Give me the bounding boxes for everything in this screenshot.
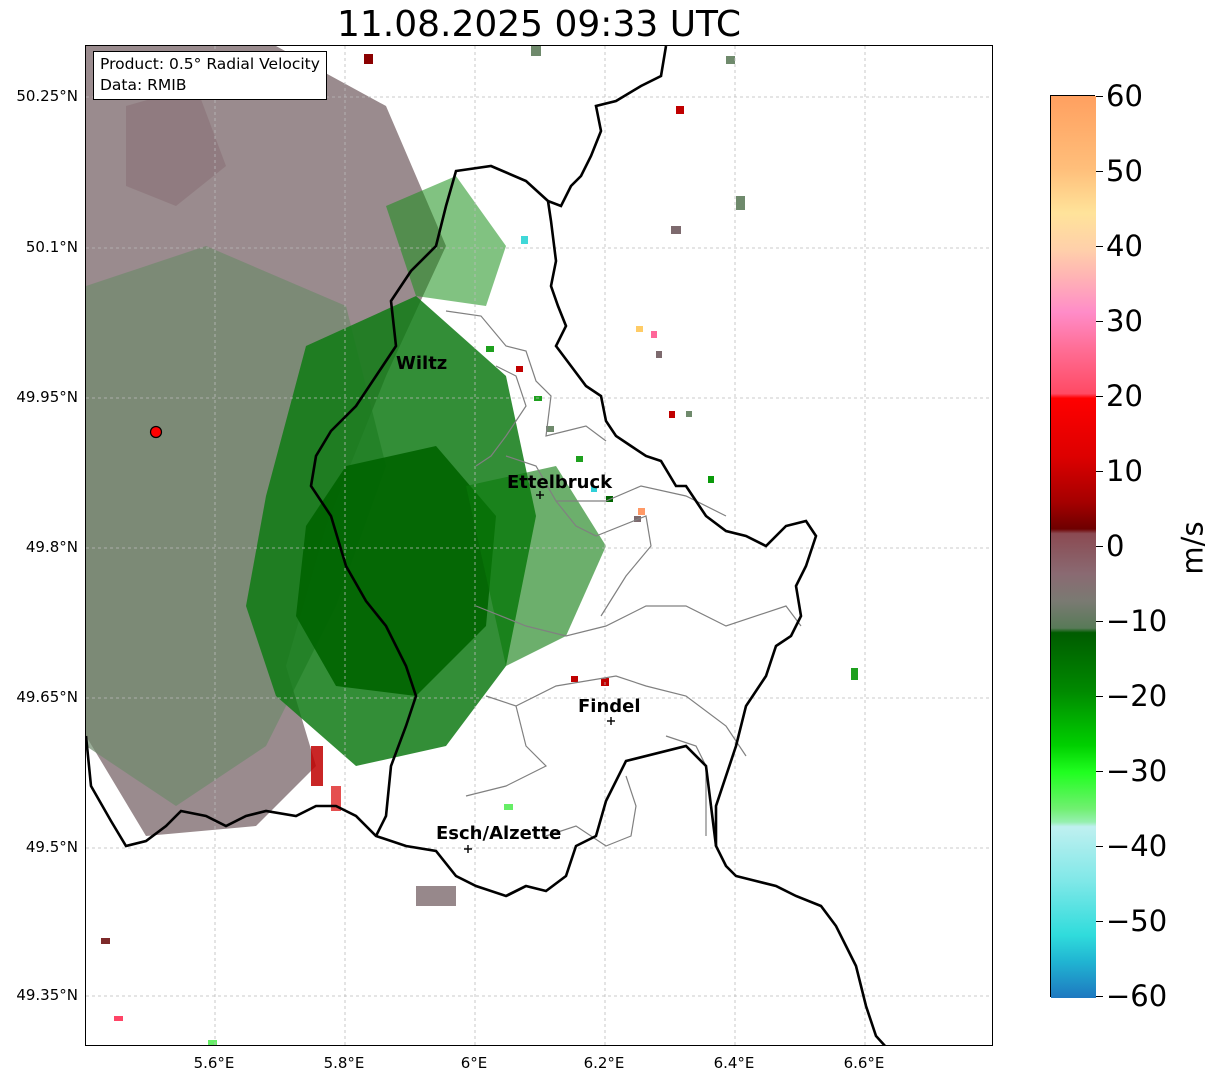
radar-map[interactable]: Wiltz Ettelbruck Findel Esch/Alzette xyxy=(85,45,993,1046)
lat-tick-label: 49.95°N xyxy=(16,388,78,406)
map-canvas: Wiltz Ettelbruck Findel Esch/Alzette xyxy=(86,46,992,1045)
city-label-findel: Findel xyxy=(578,696,641,717)
product-label: Product: 0.5° Radial Velocity xyxy=(100,55,320,73)
colorbar-unit-label: m/s xyxy=(1175,521,1207,575)
colorbar-tick-label: 60 xyxy=(1106,79,1143,113)
colorbar-tick-label: −20 xyxy=(1106,679,1168,713)
lon-tick-label: 6.6°E xyxy=(843,1054,885,1072)
colorbar-tick-label: 20 xyxy=(1106,379,1143,413)
city-label-esch: Esch/Alzette xyxy=(436,823,561,844)
lat-tick-label: 49.5°N xyxy=(25,838,78,856)
data-source-label: Data: RMIB xyxy=(100,76,187,94)
canton-borders xyxy=(445,310,802,847)
colorbar-tick-label: 0 xyxy=(1106,529,1125,563)
colorbar-tick-label: 40 xyxy=(1106,229,1143,263)
city-label-wiltz: Wiltz xyxy=(396,353,447,374)
radar-echoes xyxy=(86,46,858,1045)
colorbar-tick-label: −10 xyxy=(1106,604,1168,638)
city-labels: Wiltz Ettelbruck Findel Esch/Alzette xyxy=(396,353,641,853)
colorbar-tick-label: −50 xyxy=(1106,904,1168,938)
city-label-ettelbruck: Ettelbruck xyxy=(507,472,613,493)
lon-tick-label: 5.6°E xyxy=(193,1054,235,1072)
colorbar-tick-label: 50 xyxy=(1106,154,1143,188)
lon-tick-label: 6.4°E xyxy=(713,1054,755,1072)
lat-tick-label: 50.1°N xyxy=(25,238,78,256)
lat-tick-label: 49.35°N xyxy=(16,986,78,1004)
radar-speckles xyxy=(101,46,858,1045)
map-title: 11.08.2025 09:33 UTC xyxy=(336,4,742,45)
radar-site xyxy=(149,425,163,439)
product-info-box: Product: 0.5° Radial Velocity Data: RMIB xyxy=(93,51,327,100)
lon-tick-label: 5.8°E xyxy=(323,1054,365,1072)
colorbar-tick-label: 10 xyxy=(1106,454,1143,488)
colorbar-gradient xyxy=(1051,96,1096,998)
lat-tick-label: 50.25°N xyxy=(16,87,78,105)
colorbar-tick-label: −30 xyxy=(1106,754,1168,788)
lat-tick-label: 49.8°N xyxy=(25,538,78,556)
city-markers xyxy=(464,491,615,853)
colorbar-tick-label: −60 xyxy=(1106,979,1168,1013)
velocity-colorbar xyxy=(1050,95,1096,998)
lon-tick-label: 6.2°E xyxy=(583,1054,625,1072)
lon-tick-label: 6°E xyxy=(460,1054,488,1072)
colorbar-tick-label: −40 xyxy=(1106,829,1168,863)
country-borders xyxy=(86,46,886,1045)
lat-tick-label: 49.65°N xyxy=(16,688,78,706)
colorbar-tick-label: 30 xyxy=(1106,304,1143,338)
